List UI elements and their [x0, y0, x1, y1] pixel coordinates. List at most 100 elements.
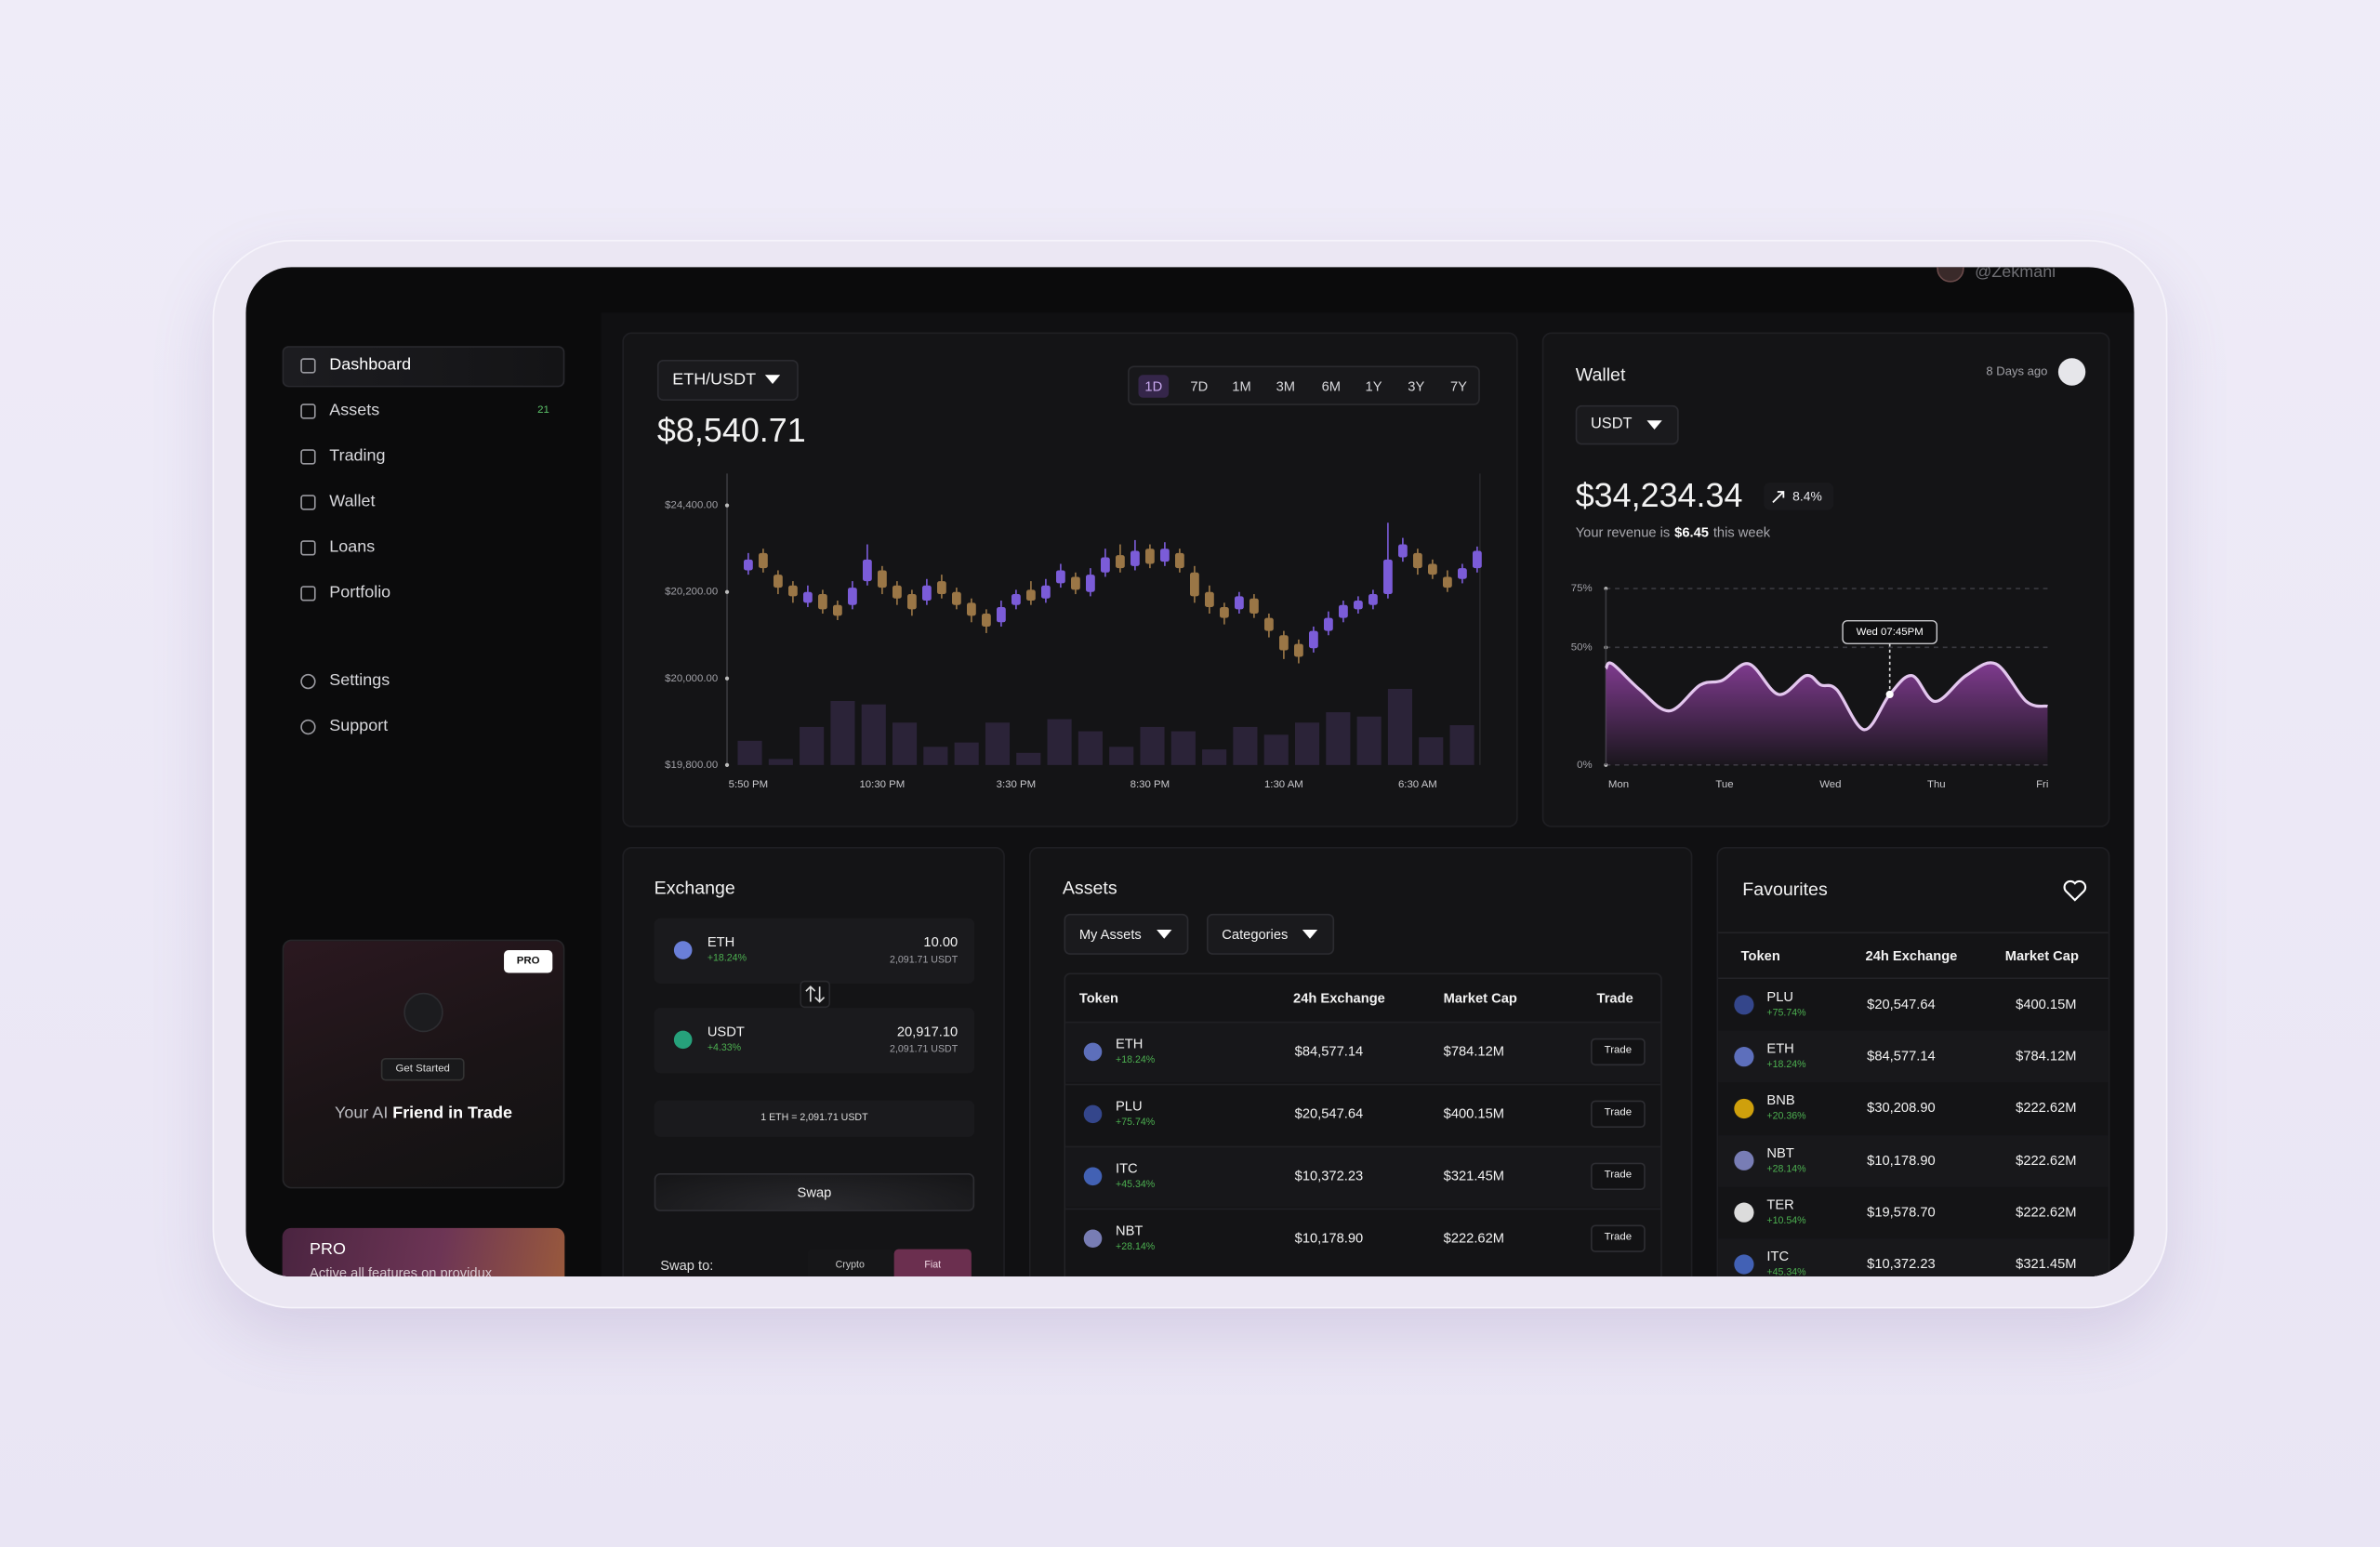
swap-text[interactable]: Swap	[797, 1184, 832, 1200]
exchange: $84,577.14	[1867, 1048, 1936, 1064]
range-box	[1128, 365, 1480, 405]
nav-item[interactable]: Wallet	[329, 492, 376, 511]
token: PLU	[1115, 1098, 1143, 1114]
option[interactable]	[807, 1249, 892, 1277]
fav-row	[1718, 1134, 2109, 1187]
swap-to: Swap to:	[660, 1257, 714, 1274]
trade-button[interactable]	[1591, 1162, 1646, 1190]
token-change: +4.33%	[707, 1042, 742, 1054]
token-change: +18.24%	[707, 953, 747, 964]
revenue-part: Your revenue is	[1575, 524, 1671, 540]
currency-dropdown[interactable]	[1575, 404, 1679, 445]
nav-item[interactable]: Settings	[329, 671, 390, 690]
pro-title: PRO	[310, 1240, 346, 1260]
range[interactable]: 3Y	[1408, 377, 1425, 394]
market-cap: $321.45M	[1443, 1168, 1505, 1183]
token-value: 2,091.71 USDT	[890, 955, 959, 966]
option-active[interactable]	[893, 1249, 972, 1277]
token: PLU	[1766, 988, 1794, 1005]
get-started-text[interactable]: Get Started	[395, 1063, 450, 1074]
token-change: +75.74%	[1766, 1008, 1806, 1019]
wallet-updated: 8 Days ago	[1986, 364, 2048, 378]
pro-badge	[504, 950, 553, 973]
exchange: $10,372.23	[1867, 1256, 1936, 1272]
range[interactable]: 3M	[1276, 377, 1296, 394]
assets-title: Assets	[1062, 877, 1117, 899]
asset-row	[1065, 1208, 1661, 1269]
bell[interactable]	[2057, 358, 2086, 386]
market-cap: $400.15M	[1443, 1105, 1505, 1121]
token-change: +18.24%	[1115, 1054, 1156, 1066]
nav-badge: 21	[537, 404, 549, 416]
star-icon	[403, 992, 443, 1033]
nav-item[interactable]: Loans	[329, 537, 376, 557]
get-started[interactable]	[380, 1057, 465, 1081]
market-cap: $321.45M	[2016, 1256, 2077, 1272]
revenue-text: Your revenue is $6.45 this week	[1576, 524, 1770, 541]
range[interactable]: 1Y	[1365, 377, 1382, 394]
exchange: $10,178.90	[1867, 1152, 1936, 1168]
screen: $19,800.00 $20,000.00 $20,200.00 $24,400.00…	[245, 267, 2135, 1277]
nav-icon	[300, 449, 316, 465]
trade-text[interactable]: Trade	[1604, 1232, 1633, 1243]
column-header: Market Cap	[1443, 989, 1517, 1005]
filter[interactable]: My Assets	[1078, 926, 1142, 942]
swap-button[interactable]	[654, 1173, 975, 1211]
nav-icon	[300, 403, 316, 419]
exchange: $84,577.14	[1294, 1043, 1364, 1059]
trade-text[interactable]: Trade	[1604, 1045, 1633, 1057]
option-text[interactable]: Fiat	[924, 1260, 942, 1271]
nav-item[interactable]: Support	[329, 717, 389, 735]
column-header: 24h Exchange	[1293, 989, 1385, 1005]
pro-text: Active all features on providux	[310, 1264, 493, 1277]
nav-icon	[300, 673, 316, 690]
token-change: +20.36%	[1766, 1111, 1806, 1123]
currency[interactable]: USDT	[1591, 416, 1633, 433]
range[interactable]: 7Y	[1449, 377, 1467, 394]
change: 8.4%	[1792, 488, 1822, 504]
column-header: 24h Exchange	[1865, 947, 1958, 964]
nav-item[interactable]: Portfolio	[329, 583, 391, 602]
exchange-title: Exchange	[654, 877, 735, 899]
fav-row	[1718, 1030, 2109, 1083]
nav-item[interactable]: Dashboard	[329, 355, 412, 375]
market-cap: $784.12M	[2016, 1048, 2077, 1064]
username: @Zekmani	[1975, 267, 2056, 282]
promo-text: Your AI Friend in Trade	[335, 1104, 512, 1125]
trade-text[interactable]: Trade	[1604, 1170, 1633, 1181]
range[interactable]: 7D	[1190, 377, 1209, 394]
nav-active[interactable]	[282, 346, 565, 388]
nav-icon	[300, 358, 316, 374]
range[interactable]: 1D	[1144, 377, 1163, 394]
wallet-title: Wallet	[1575, 364, 1626, 386]
market-cap: $222.62M	[1443, 1230, 1505, 1246]
price-panel	[622, 332, 1518, 827]
range[interactable]: 1M	[1232, 377, 1251, 394]
trade-button[interactable]	[1591, 1100, 1646, 1129]
avatar	[1937, 267, 1964, 283]
balance: $34,234.34	[1575, 476, 1743, 515]
revenue-part: $6.45	[1674, 524, 1709, 540]
pro-card[interactable]	[282, 1227, 565, 1277]
token: BNB	[1766, 1092, 1795, 1108]
pair-dropdown[interactable]	[656, 359, 799, 402]
trade-button[interactable]	[1591, 1224, 1646, 1252]
nav-item[interactable]: Assets	[329, 401, 380, 420]
trade-text[interactable]: Trade	[1604, 1107, 1633, 1118]
column-header: Trade	[1596, 989, 1633, 1005]
favourites-title: Favourites	[1742, 878, 1828, 900]
nav-icon	[300, 719, 316, 735]
exchange: $20,547.64	[1867, 997, 1936, 1012]
token-change: +18.24%	[1766, 1060, 1806, 1071]
nav-item[interactable]: Trading	[329, 446, 386, 466]
exchange: $10,372.23	[1294, 1168, 1364, 1183]
filter[interactable]: Categories	[1222, 926, 1289, 942]
token-row	[654, 1008, 975, 1074]
token: NBT	[1766, 1144, 1794, 1160]
swap-icon[interactable]	[800, 980, 831, 1009]
market-cap: $222.62M	[2016, 1204, 2077, 1220]
option-text[interactable]: Crypto	[835, 1260, 865, 1271]
pair[interactable]: ETH/USDT	[672, 370, 757, 389]
range[interactable]: 6M	[1321, 377, 1342, 394]
trade-button[interactable]	[1591, 1038, 1646, 1066]
